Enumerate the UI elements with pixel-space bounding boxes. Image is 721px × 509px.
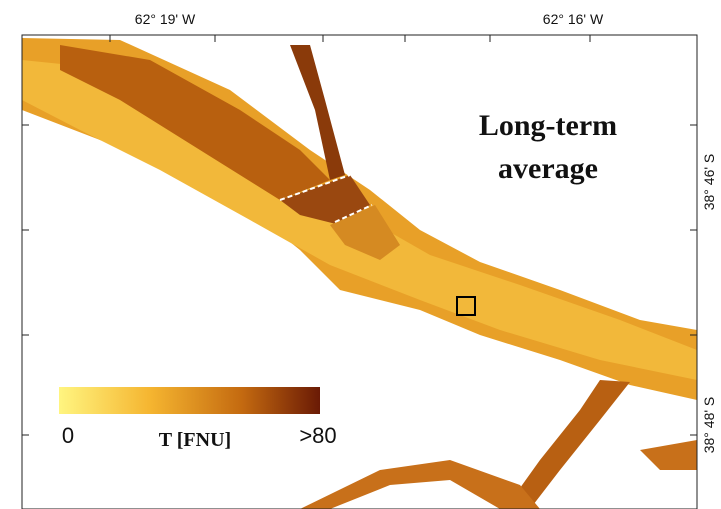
- map-title: average: [498, 152, 598, 185]
- colorbar-min: 0: [62, 423, 74, 448]
- longitude-label: 62° 16' W: [543, 11, 604, 27]
- colorbar-max: >80: [299, 423, 336, 448]
- latitude-label: 38° 46' S: [701, 154, 717, 211]
- latitude-label: 38° 48' S: [701, 397, 717, 454]
- map-title: Long-term: [479, 109, 617, 142]
- colorbar: [59, 387, 320, 414]
- longitude-label: 62° 19' W: [135, 11, 196, 27]
- map-area: [22, 35, 697, 509]
- colorbar-title: T [FNU]: [159, 429, 231, 451]
- map-figure: 62° 19' W 62° 16' W 38° 46' S 38° 48' S …: [0, 0, 721, 509]
